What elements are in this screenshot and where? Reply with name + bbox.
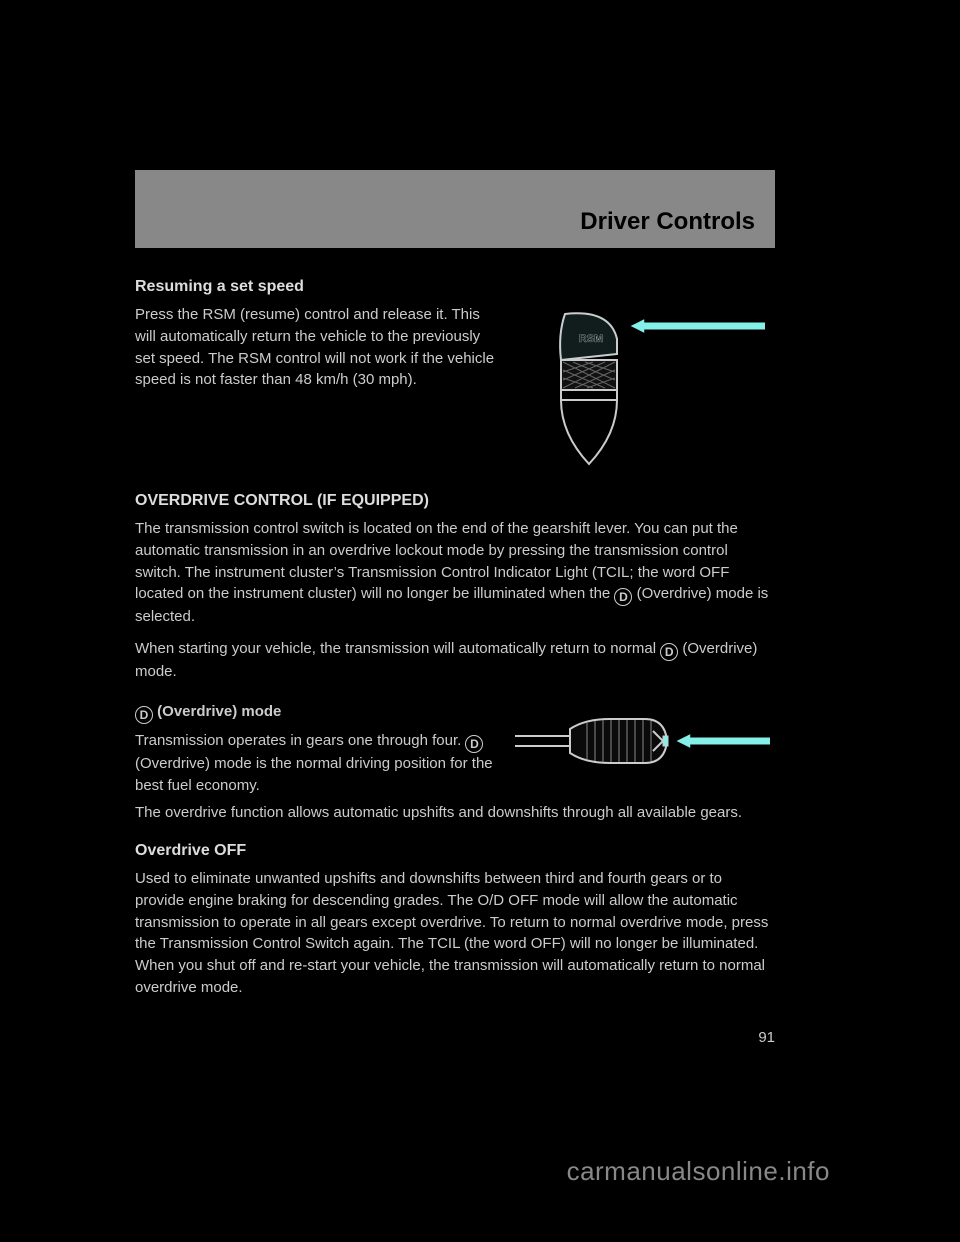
gearshift-figure bbox=[515, 701, 775, 781]
rsm-svg: RSM bbox=[515, 304, 775, 474]
overdrive-mode-block: D (Overdrive) mode Transmission operates… bbox=[135, 701, 775, 824]
resume-heading: Resuming a set speed bbox=[135, 278, 775, 296]
watermark: carmanualsonline.info bbox=[567, 1156, 830, 1187]
overdrive-icon: D bbox=[135, 706, 153, 724]
resume-row: Press the RSM (resume) control and relea… bbox=[135, 304, 775, 474]
overdrive-icon: D bbox=[660, 643, 678, 661]
overdrive-icon: D bbox=[614, 588, 632, 606]
gearshift-svg bbox=[515, 701, 775, 781]
overdrive-mode-heading: D (Overdrive) mode bbox=[135, 701, 495, 724]
overdrive-heading: OVERDRIVE CONTROL (IF EQUIPPED) bbox=[135, 492, 775, 510]
overdrive-icon: D bbox=[465, 735, 483, 753]
resume-text: Press the RSM (resume) control and relea… bbox=[135, 304, 495, 391]
arrow-right-icon bbox=[675, 733, 770, 749]
overdrive-p1: The transmission control switch is locat… bbox=[135, 518, 775, 628]
manual-page: Driver Controls Resuming a set speed Pre… bbox=[135, 170, 775, 1046]
overdrive-mode-text: Transmission operates in gears one throu… bbox=[135, 730, 495, 797]
header-bar: Driver Controls bbox=[135, 170, 775, 248]
overdrive-off-text: Used to eliminate unwanted upshifts and … bbox=[135, 868, 775, 999]
overdrive-mode-desc: The overdrive function allows automatic … bbox=[135, 802, 775, 824]
overdrive-off-heading: Overdrive OFF bbox=[135, 842, 775, 860]
overdrive-p2: When starting your vehicle, the transmis… bbox=[135, 638, 775, 683]
arrow-right-icon bbox=[629, 318, 765, 334]
rsm-figure: RSM bbox=[515, 304, 775, 474]
page-title: Driver Controls bbox=[580, 208, 755, 236]
page-number: 91 bbox=[135, 1029, 775, 1046]
